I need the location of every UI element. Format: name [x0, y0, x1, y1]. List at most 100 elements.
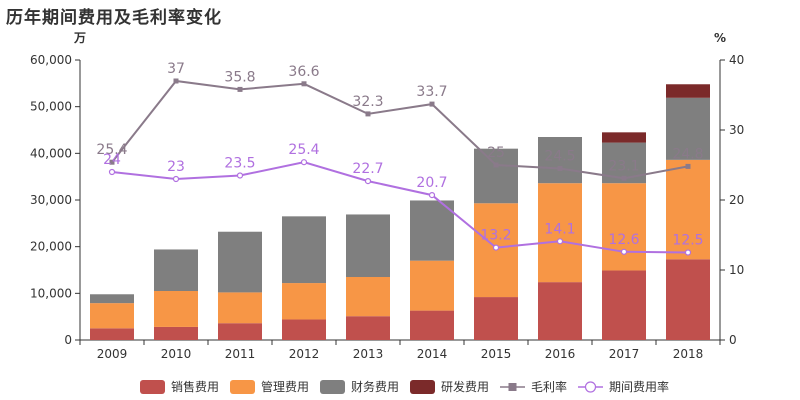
bar-财务费用: [154, 249, 198, 291]
bar-财务费用: [538, 137, 582, 184]
x-tick-label: 2018: [673, 347, 704, 361]
bar-销售费用: [666, 259, 710, 340]
y-left-tick-label: 10,000: [30, 286, 72, 300]
y-left-tick-label: 30,000: [30, 193, 72, 207]
legend-marker: [508, 383, 517, 391]
data-label-毛利率: 24.8: [672, 146, 703, 162]
y-left-tick-label: 50,000: [30, 100, 72, 114]
marker-毛利率: [301, 81, 307, 87]
x-tick-label: 2015: [481, 347, 512, 361]
marker-毛利率: [685, 163, 691, 169]
data-label-期间费用率: 20.7: [416, 175, 447, 191]
marker-期间费用率: [364, 178, 372, 185]
bar-销售费用: [90, 328, 134, 340]
data-label-期间费用率: 25.4: [288, 142, 319, 158]
y-left-unit: 万: [73, 31, 86, 45]
legend-swatch: [410, 380, 435, 394]
y-left-tick-label: 0: [64, 333, 72, 347]
y-right-tick-label: 30: [729, 123, 744, 137]
y-right-unit: %: [714, 31, 726, 45]
data-label-毛利率: 37: [167, 61, 185, 77]
data-label-期间费用率: 14.1: [544, 221, 575, 237]
bar-销售费用: [474, 297, 518, 340]
legend-label: 期间费用率: [609, 379, 669, 394]
marker-毛利率: [557, 166, 563, 171]
line-期间费用率: [111, 161, 689, 254]
bar-财务费用: [666, 97, 710, 160]
bar-管理费用: [218, 292, 262, 324]
bar-管理费用: [410, 260, 454, 311]
legend-swatch: [320, 380, 345, 394]
legend-swatch: [230, 380, 255, 394]
data-label-毛利率: 23.1: [608, 158, 639, 174]
y-right-tick-label: 40: [729, 53, 744, 67]
bar-销售费用: [346, 316, 390, 340]
x-tick-label: 2017: [609, 347, 640, 361]
marker-期间费用率: [684, 249, 692, 256]
x-tick-label: 2009: [97, 347, 128, 361]
x-tick-label: 2014: [417, 347, 448, 361]
data-label-期间费用率: 12.6: [608, 232, 639, 248]
legend-label: 毛利率: [531, 379, 567, 394]
data-label-毛利率: 32.3: [352, 94, 383, 110]
bar-研发费用: [666, 84, 710, 98]
marker-期间费用率: [620, 248, 628, 255]
legend-label: 研发费用: [441, 379, 489, 394]
bar-销售费用: [602, 270, 646, 340]
line-毛利率: [111, 79, 689, 180]
bar-管理费用: [282, 283, 326, 320]
data-label-期间费用率: 24: [103, 152, 121, 168]
bar-研发费用: [602, 132, 646, 143]
marker-期间费用率: [556, 238, 564, 245]
data-label-毛利率: 33.7: [416, 84, 447, 100]
marker-毛利率: [365, 111, 371, 117]
data-label-毛利率: 25.4: [96, 142, 127, 158]
legend-label: 管理费用: [261, 379, 309, 394]
marker-毛利率: [493, 162, 499, 168]
y-right-tick-label: 20: [729, 193, 744, 207]
marker-毛利率: [237, 86, 243, 92]
data-label-毛利率: 24.5: [544, 149, 575, 165]
bar-财务费用: [346, 214, 390, 277]
data-label-毛利率: 25: [487, 145, 505, 161]
bar-财务费用: [218, 231, 262, 293]
marker-毛利率: [621, 175, 627, 181]
marker-期间费用率: [492, 244, 500, 251]
bar-销售费用: [282, 319, 326, 340]
y-right-tick-label: 10: [729, 263, 744, 277]
marker-期间费用率: [300, 159, 308, 166]
bar-管理费用: [90, 303, 134, 329]
marker-期间费用率: [172, 175, 180, 183]
x-tick-label: 2010: [161, 347, 192, 361]
marker-毛利率: [173, 78, 179, 84]
data-label-期间费用率: 13.2: [480, 228, 511, 244]
bar-财务费用: [410, 200, 454, 261]
legend-marker: [584, 381, 597, 393]
data-label-期间费用率: 23.5: [224, 156, 255, 172]
bar-财务费用: [282, 216, 326, 284]
bar-管理费用: [666, 159, 710, 260]
y-left-tick-label: 20,000: [30, 240, 72, 254]
bar-财务费用: [90, 294, 134, 304]
y-right-tick-label: 0: [729, 333, 737, 347]
bar-财务费用: [474, 148, 518, 204]
marker-期间费用率: [236, 172, 244, 179]
data-label-期间费用率: 12.5: [672, 233, 703, 249]
bar-管理费用: [346, 277, 390, 317]
marker-期间费用率: [108, 168, 116, 176]
data-label-期间费用率: 23: [167, 159, 185, 175]
data-label-期间费用率: 22.7: [352, 161, 383, 177]
marker-毛利率: [429, 101, 435, 107]
bar-管理费用: [538, 183, 582, 283]
bar-销售费用: [410, 310, 454, 340]
y-left-tick-label: 40,000: [30, 146, 72, 160]
x-tick-label: 2016: [545, 347, 576, 361]
data-label-毛利率: 36.6: [288, 64, 319, 80]
x-tick-label: 2011: [225, 347, 256, 361]
legend-swatch: [140, 380, 165, 394]
marker-毛利率: [109, 159, 115, 165]
bar-管理费用: [154, 291, 198, 327]
marker-期间费用率: [428, 192, 436, 199]
legend-label: 财务费用: [351, 379, 399, 394]
